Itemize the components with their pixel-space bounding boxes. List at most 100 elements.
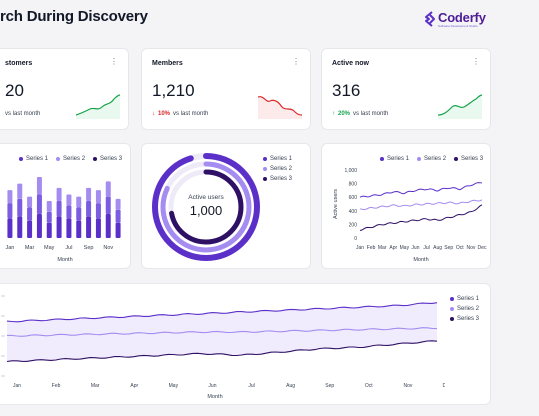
x-tick-label: Dec	[478, 245, 487, 251]
kpi-card-customers: stomers ⋮ 20 vs last month	[0, 48, 129, 130]
chart-legend: Series 1 Series 2 Series 3	[380, 156, 483, 162]
bar-segment	[7, 190, 13, 204]
kpi-delta: ↑ 20% vs last month	[332, 111, 388, 117]
x-tick-label: Apr	[389, 245, 397, 251]
x-tick-label: Sep	[84, 245, 94, 251]
series-line	[359, 182, 483, 198]
chart-legend: Series 1 Series 2 Series 3	[19, 156, 122, 162]
y-tick-label: 400	[349, 209, 358, 215]
bar-segment	[66, 218, 72, 238]
kpi-delta-value: 20%	[338, 111, 351, 117]
bar-segment	[115, 209, 121, 223]
legend-item[interactable]: Series 2	[450, 306, 479, 312]
bar-segment	[46, 211, 52, 223]
ring-arc	[152, 153, 260, 261]
x-tick-label: Nov	[466, 245, 475, 251]
x-tick-label: Jun	[208, 383, 216, 389]
x-tick-label: Aug	[433, 245, 442, 251]
series-line	[7, 327, 438, 337]
x-tick-label: Feb	[52, 383, 61, 389]
x-tick-label: Oct	[456, 245, 464, 251]
donut-center-value: 1,000	[189, 203, 223, 218]
legend-item[interactable]: Series 3	[263, 176, 292, 182]
x-tick-label: Jun	[411, 245, 419, 251]
x-tick-label: Jan	[5, 245, 14, 251]
bar-segment	[86, 216, 92, 238]
donut-center-label: Active users	[188, 194, 224, 201]
legend-item[interactable]: Series 2	[56, 156, 85, 162]
legend-item[interactable]: Series 2	[417, 156, 446, 162]
bar-segment	[105, 181, 111, 197]
kpi-title: Members	[152, 60, 183, 67]
x-tick-label: Jul	[65, 245, 72, 251]
kpi-title: stomers	[5, 60, 33, 67]
bar-chart-card: Series 1 Series 2 Series 3 Jan Mar May Jul S…	[0, 143, 131, 269]
area-chart-card: Series 1 Series 2 Series 3 Jan Feb Mar Apr M…	[0, 283, 491, 405]
series-line	[6, 302, 438, 323]
brand-name: Coderfy	[438, 10, 486, 25]
kpi-delta: vs last month	[5, 111, 40, 117]
x-tick-label: May	[169, 383, 179, 389]
bar-segment	[27, 220, 33, 238]
y-tick-label: 1,000	[344, 168, 357, 174]
legend-item[interactable]: Series 3	[454, 156, 483, 162]
bar-segment	[76, 220, 82, 238]
y-tick-label: 800	[349, 182, 358, 188]
x-tick-label: Dec	[443, 383, 445, 389]
bar-segment	[95, 203, 101, 219]
bar-segment	[56, 187, 62, 201]
bar-segment	[76, 196, 82, 208]
legend-item[interactable]: Series 1	[380, 156, 409, 162]
donut-chart-card: Active users 1,000 Series 1 Series 2 Ser…	[141, 143, 311, 269]
bar-segment	[7, 218, 13, 238]
x-tick-label: Jan	[356, 245, 364, 251]
coderfy-logo-icon	[425, 11, 435, 27]
bar-segment	[17, 198, 23, 217]
x-tick-label: Nov	[103, 245, 113, 251]
series-line	[359, 199, 483, 211]
kebab-icon[interactable]: ⋮	[472, 57, 480, 66]
concentric-donut-chart	[152, 153, 260, 261]
x-tick-label: Mar	[25, 245, 35, 251]
bar-segment	[17, 216, 23, 238]
legend-item[interactable]: Series 3	[93, 156, 122, 162]
kpi-value: 1,210	[152, 81, 195, 100]
bar-segment	[86, 200, 92, 217]
bar-segment	[17, 183, 23, 199]
bar-segment	[56, 200, 62, 217]
legend-item[interactable]: Series 2	[263, 166, 292, 172]
bar-segment	[105, 196, 111, 215]
kpi-delta: ↓ 10% vs last month	[152, 111, 208, 117]
bar-segment	[66, 205, 72, 219]
bar-segment	[46, 200, 52, 212]
x-tick-label: Mar	[378, 245, 387, 251]
brand-logo: Coderfy Software Development Studio	[424, 10, 486, 28]
kpi-delta-value: 10%	[158, 111, 171, 117]
kpi-compare-text: vs last month	[5, 111, 41, 117]
sparkline-chart	[438, 94, 482, 119]
kpi-card-active-now: Active now ⋮ 316 ↑ 20% vs last month	[321, 48, 491, 130]
kebab-icon[interactable]: ⋮	[110, 57, 118, 66]
bar-segment	[36, 214, 42, 238]
kebab-icon[interactable]: ⋮	[292, 57, 300, 66]
kpi-title: Active now	[332, 60, 369, 67]
x-tick-label: May	[44, 245, 55, 251]
bar-segment	[27, 196, 33, 208]
kpi-value: 316	[332, 81, 361, 100]
legend-item[interactable]: Series 3	[450, 316, 479, 322]
x-tick-label: Feb	[367, 245, 376, 251]
y-tick-label: 200	[349, 222, 358, 228]
kpi-compare-text: vs last month	[173, 111, 209, 117]
legend-item[interactable]: Series 1	[19, 156, 48, 162]
sparkline-chart	[76, 94, 120, 119]
kpi-value: 20	[5, 81, 24, 100]
bar-segment	[66, 194, 72, 206]
bar-segment	[105, 214, 111, 238]
legend-item[interactable]: Series 1	[263, 156, 292, 162]
series-line	[6, 340, 438, 363]
bar-segment	[7, 203, 13, 219]
y-tick-label: 600	[349, 195, 358, 201]
series-line	[359, 204, 483, 231]
legend-item[interactable]: Series 1	[450, 296, 479, 302]
